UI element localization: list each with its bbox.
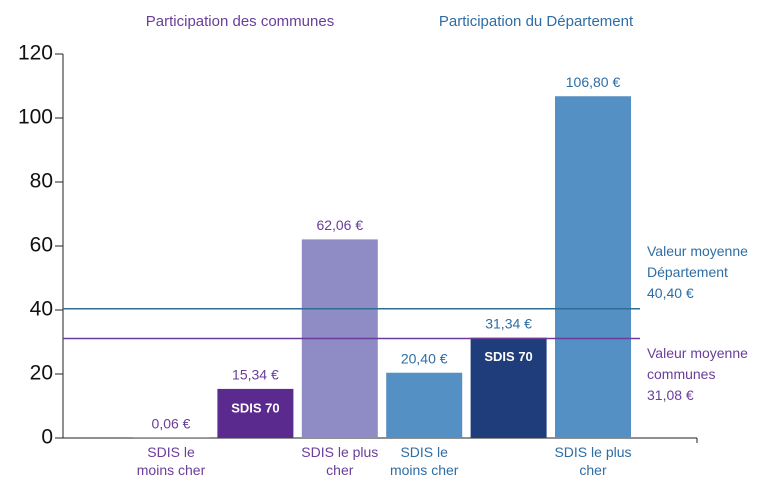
bar <box>217 388 294 438</box>
value-label: 31,34 € <box>485 315 532 331</box>
reference-label: Valeur moyenne Département <box>647 242 748 280</box>
y-tick-label: 100 <box>18 106 53 129</box>
x-tick-label: SDIS le moins cher <box>136 444 206 478</box>
reference-annotation: Valeur moyenne Département 40,40 € <box>647 241 775 304</box>
y-tick-label: 80 <box>30 170 53 193</box>
y-tick-label: 0 <box>41 426 53 449</box>
value-label: 20,40 € <box>401 350 448 366</box>
legend-header: Participation des communes <box>146 13 334 30</box>
y-tick-label: 120 <box>18 42 53 65</box>
reference-label: Valeur moyenne communes <box>647 344 748 382</box>
reference-value: 31,08 € <box>647 386 694 403</box>
y-tick-label: 40 <box>30 298 53 321</box>
x-tick-label: SDIS le plus cher <box>301 444 379 478</box>
bar <box>555 96 631 439</box>
y-tick-label: 20 <box>30 362 53 385</box>
value-label: 62,06 € <box>316 217 363 233</box>
bar <box>386 372 463 438</box>
reference-value: 40,40 € <box>647 284 694 301</box>
bar <box>470 337 547 438</box>
x-tick-label: SDIS le plus cher <box>554 444 632 478</box>
legend-header: Participation du Département <box>439 13 634 30</box>
bar-label: SDIS 70 <box>484 349 532 364</box>
bar-label: SDIS 70 <box>231 400 279 415</box>
reference-annotation: Valeur moyenne communes 31,08 € <box>647 343 775 406</box>
value-label: 0,06 € <box>152 416 191 432</box>
value-label: 106,80 € <box>566 74 621 90</box>
x-tick-label: SDIS le moins cher <box>389 444 459 478</box>
value-label: 15,34 € <box>232 367 279 383</box>
y-tick-label: 60 <box>30 234 53 257</box>
